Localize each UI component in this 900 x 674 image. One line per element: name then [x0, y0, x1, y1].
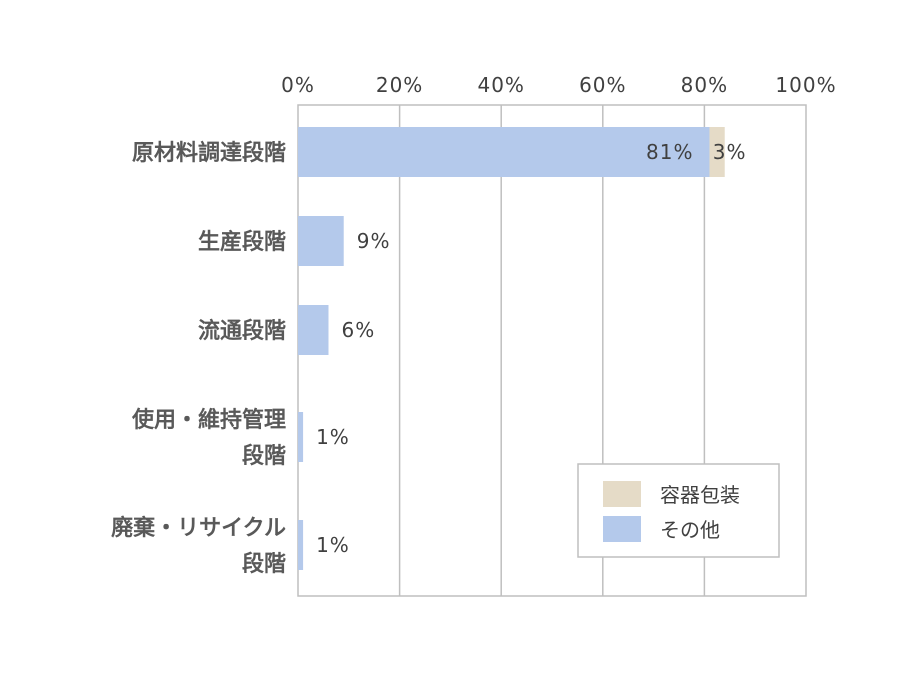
bar-other: [298, 216, 344, 266]
data-label: 6%: [341, 318, 375, 342]
bar-other: [298, 412, 304, 462]
x-tick-label: 40%: [477, 73, 524, 97]
data-label: 81%: [646, 140, 693, 164]
bar-other: [298, 520, 304, 570]
x-tick-label: 60%: [579, 73, 626, 97]
x-tick-label: 0%: [281, 73, 315, 97]
category-label: 段階: [242, 551, 286, 577]
x-tick-label: 80%: [681, 73, 728, 97]
category-label: 段階: [242, 443, 286, 469]
legend-box: [577, 463, 780, 558]
bar-other: [298, 305, 329, 355]
legend-swatch: [603, 481, 641, 507]
category-label: 使用・維持管理: [131, 407, 286, 433]
bar-other: [298, 127, 710, 177]
data-label: 9%: [357, 229, 391, 253]
legend-swatch: [603, 516, 641, 542]
data-label: 3%: [713, 140, 747, 164]
x-tick-label: 100%: [775, 73, 836, 97]
category-label: 流通段階: [198, 318, 286, 344]
category-label: 生産段階: [198, 229, 286, 255]
category-label: 廃棄・リサイクル: [111, 515, 286, 541]
x-tick-label: 20%: [376, 73, 423, 97]
category-label: 原材料調達段階: [132, 140, 286, 166]
legend-label: 容器包装: [660, 483, 740, 507]
legend-label: その他: [660, 518, 720, 542]
data-label: 1%: [316, 533, 350, 557]
bar-packaging: [709, 127, 725, 177]
data-label: 1%: [316, 425, 350, 449]
